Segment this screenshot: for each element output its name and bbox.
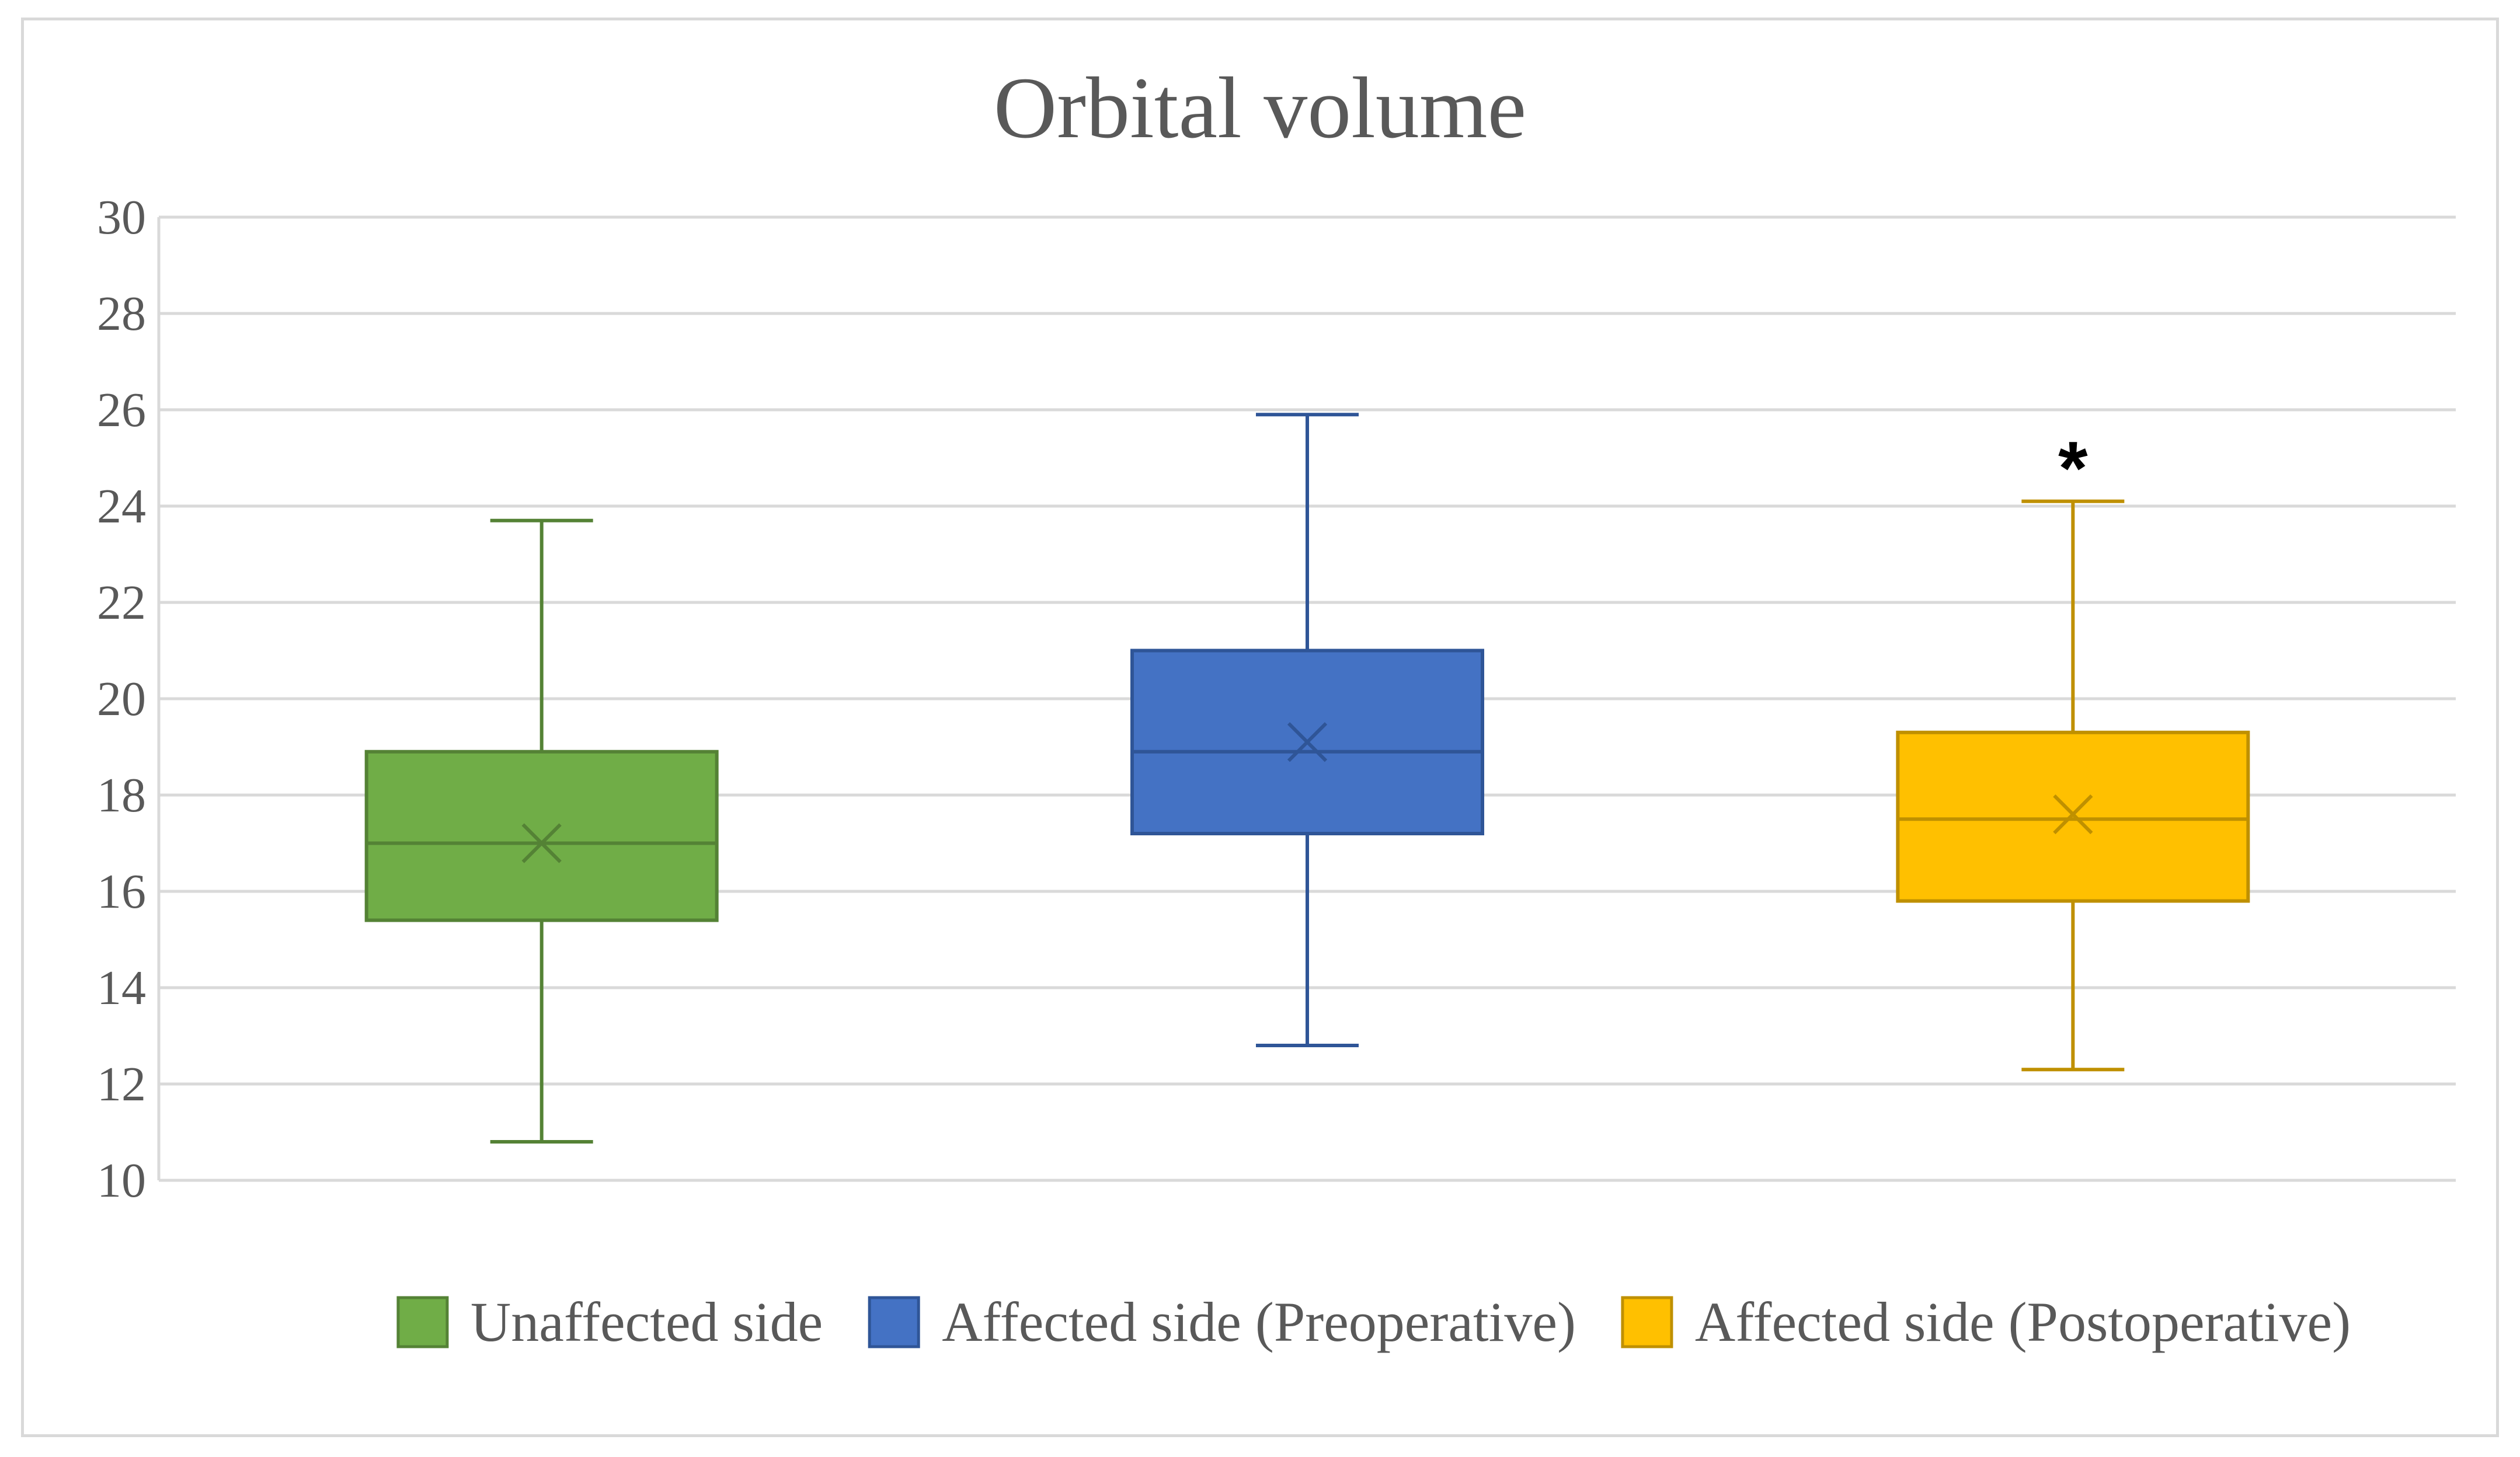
- y-tick-label-12: 12: [97, 1057, 146, 1111]
- box-plot-layer: *: [364, 413, 2250, 1144]
- chart-title: Orbital volume: [994, 60, 1526, 156]
- legend-item-2: Affected side (Preoperative): [868, 1291, 1576, 1353]
- legend-label: Affected side (Preoperative): [942, 1291, 1576, 1353]
- significance-annotation: *: [2058, 426, 2088, 511]
- legend-item-1: Unaffected side: [396, 1291, 823, 1353]
- y-tick-label-16: 16: [97, 865, 146, 919]
- legend-swatch: [1621, 1296, 1673, 1348]
- y-axis: 10 12 14 16 18 20 22 24 26 28 30: [97, 190, 161, 1208]
- y-tick-label-18: 18: [97, 768, 146, 822]
- y-tick-label-26: 26: [97, 383, 146, 437]
- y-tick-label-10: 10: [97, 1153, 146, 1208]
- box-group-2: [1130, 413, 1484, 1047]
- legend-label: Unaffected side: [471, 1291, 823, 1353]
- box-group-1: [364, 518, 719, 1144]
- mean-marker-stroke-b: [2053, 794, 2093, 835]
- y-tick-label-22: 22: [97, 576, 146, 630]
- legend-item-3: Affected side (Postoperative): [1621, 1291, 2351, 1353]
- legend-label: Affected side (Postoperative): [1695, 1291, 2351, 1353]
- legend-swatch: [396, 1296, 449, 1348]
- box-group-3: *: [1896, 426, 2250, 1072]
- legend-swatch: [868, 1296, 920, 1348]
- y-tick-label-30: 30: [97, 190, 146, 245]
- y-tick-label-24: 24: [97, 479, 146, 534]
- mean-marker-stroke-b: [521, 823, 562, 863]
- y-tick-label-14: 14: [97, 961, 146, 1015]
- legend: Unaffected side Affected side (Preoperati…: [396, 1291, 2351, 1353]
- y-tick-label-28: 28: [97, 287, 146, 341]
- y-tick-label-20: 20: [97, 672, 146, 726]
- mean-marker-stroke-b: [1287, 722, 1328, 762]
- box-body: [364, 750, 719, 922]
